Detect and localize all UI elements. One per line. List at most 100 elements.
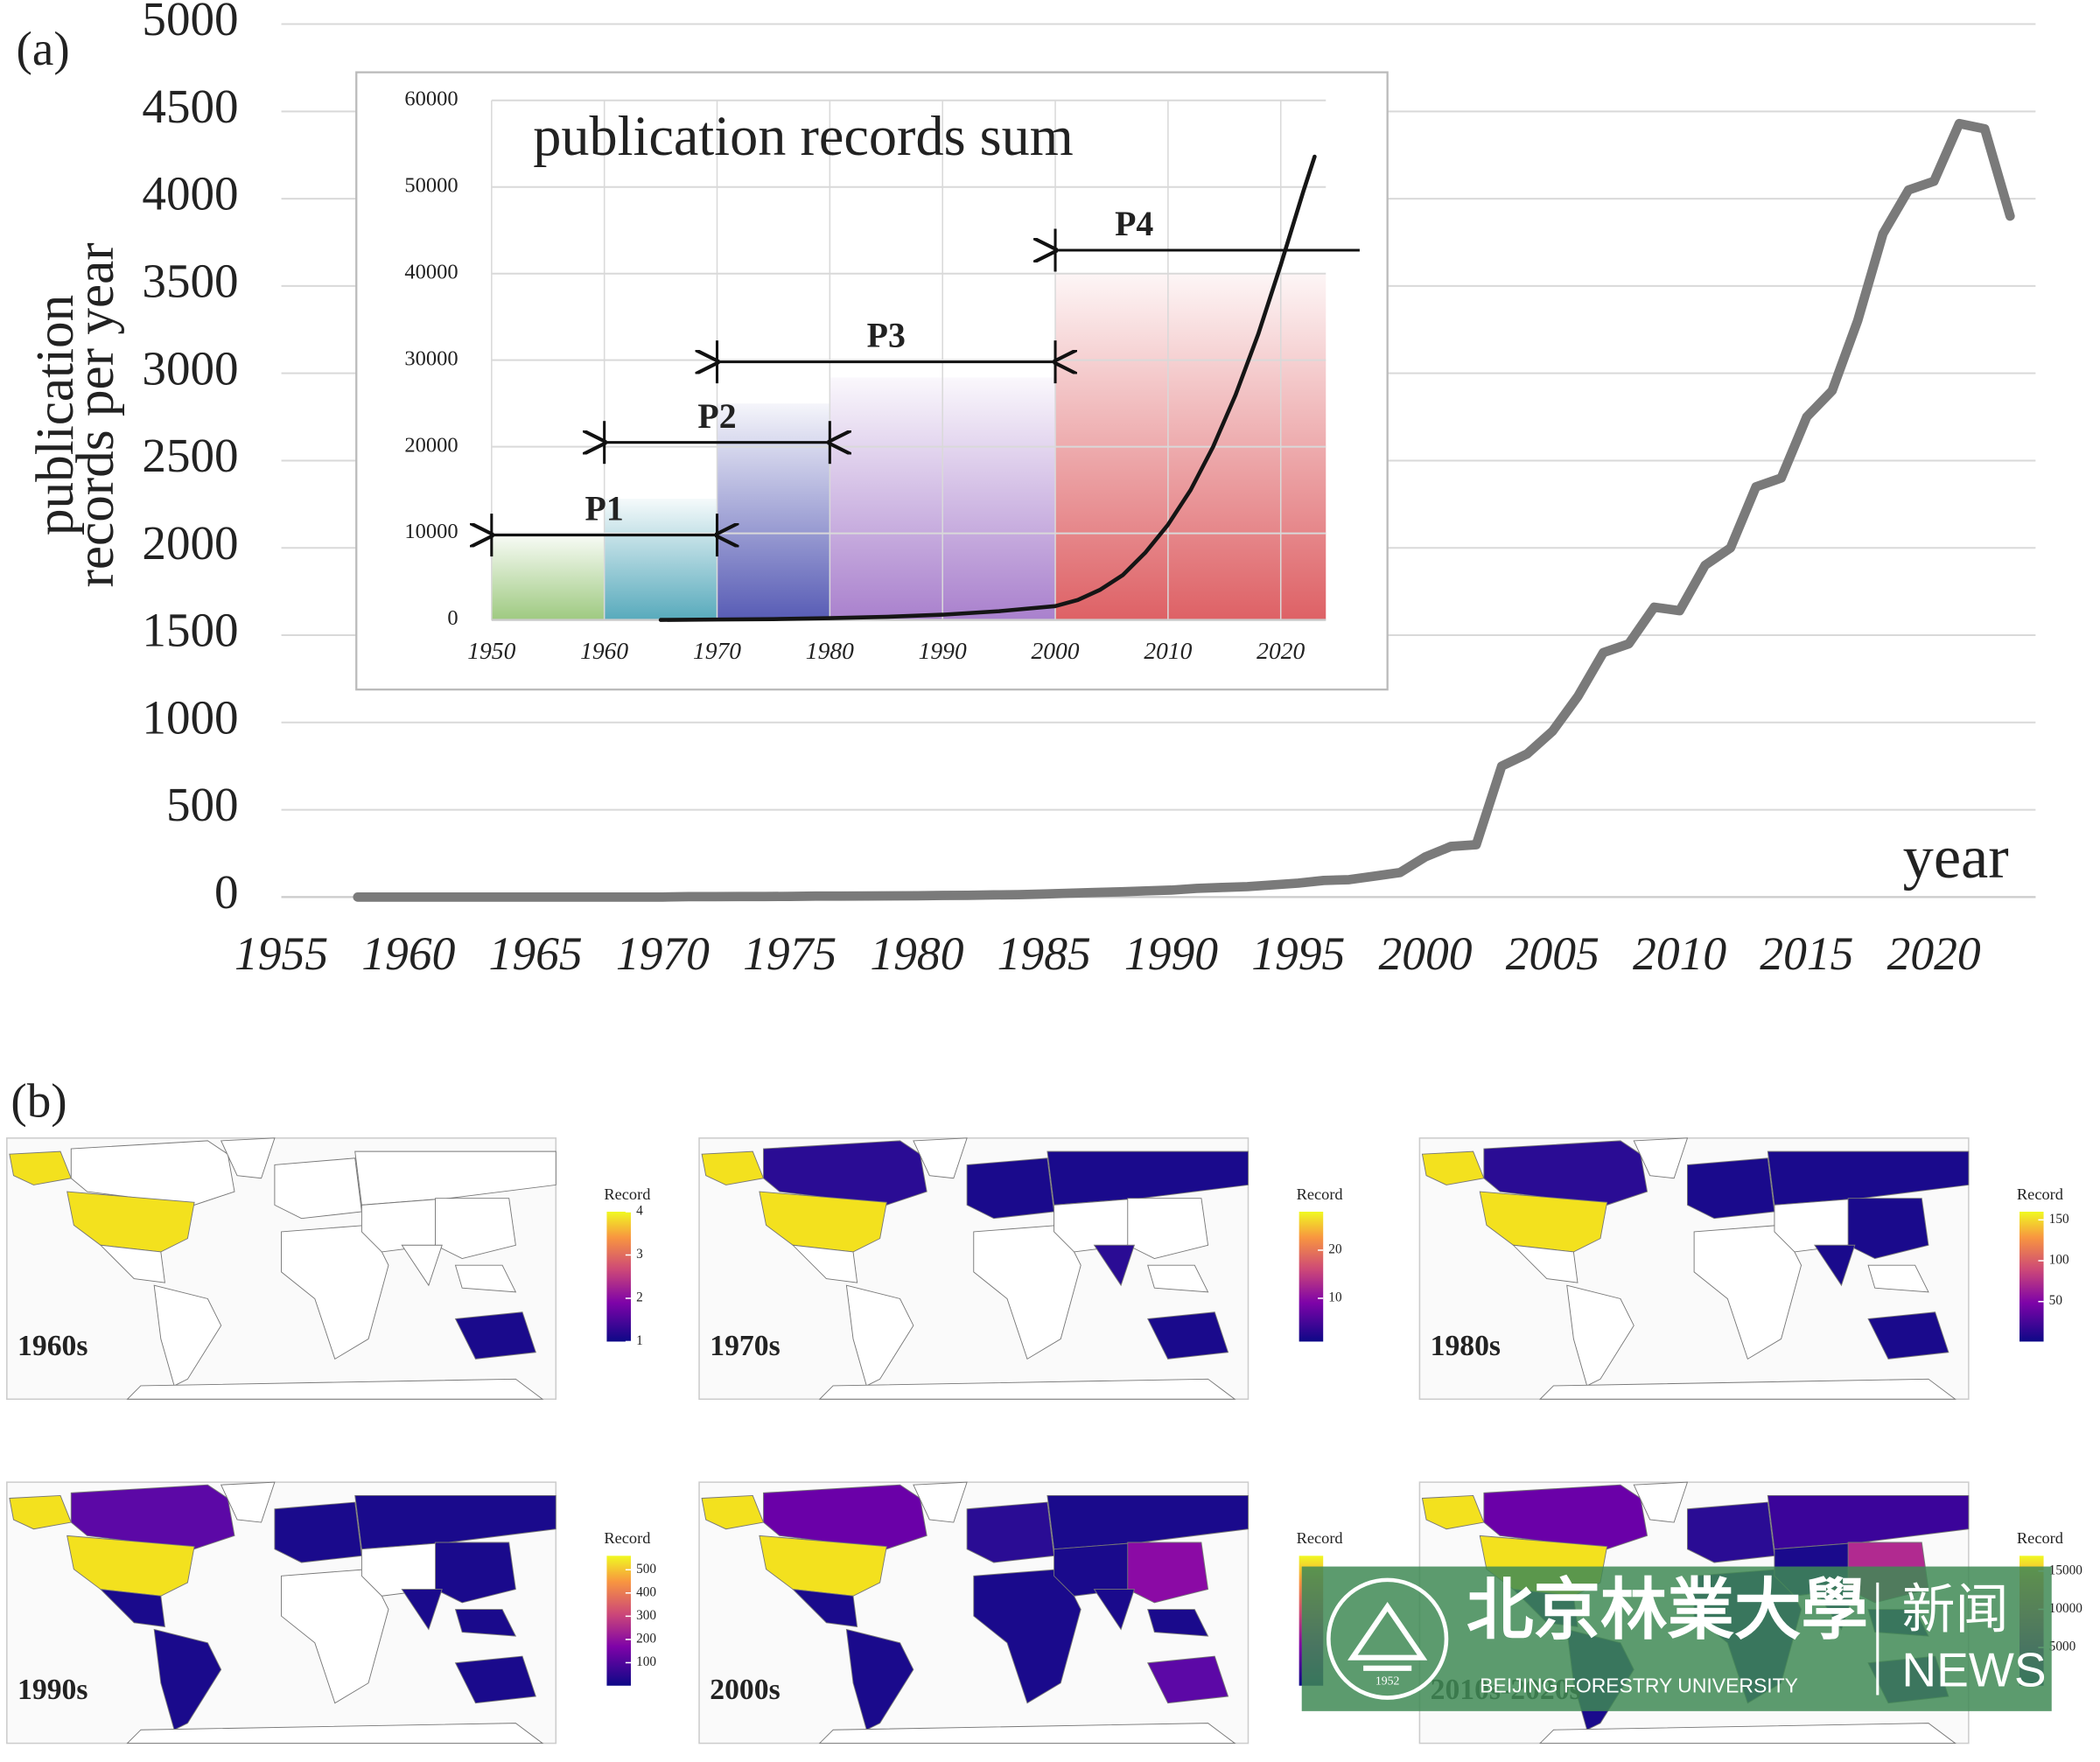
- x-tick-label: 1990: [1124, 927, 1218, 980]
- country-region: [845, 1284, 914, 1387]
- country-region: [1867, 1264, 1929, 1293]
- x-tick-label: 2015: [1760, 927, 1853, 980]
- y-tick-label: 3500: [142, 255, 238, 308]
- country-region: [1046, 1150, 1249, 1206]
- y-tick-label: 5000: [142, 0, 238, 45]
- logo-tree: [1348, 1602, 1428, 1671]
- x-tick-label: 1970: [693, 637, 741, 664]
- y-tick-label: 2500: [142, 429, 238, 482]
- map: 1960s: [6, 1137, 557, 1401]
- country-region: [126, 1723, 544, 1745]
- y-tick-label: 60000: [404, 87, 458, 110]
- inset-chart: 0 10000 20000 30000 40000 50000 60000 1950 1960 1…: [404, 87, 1360, 664]
- map-label: 1990s: [18, 1674, 88, 1706]
- country-region: [274, 1501, 362, 1563]
- country-region: [966, 1157, 1055, 1220]
- colorbar-label: 100: [636, 1654, 656, 1669]
- country-region: [401, 1589, 443, 1631]
- country-region: [126, 1378, 544, 1400]
- x-tick-label: 2000: [1032, 637, 1080, 664]
- map-label: 1980s: [1431, 1330, 1501, 1362]
- country-region: [1633, 1137, 1689, 1179]
- panel-label: (b): [10, 1074, 66, 1128]
- country-region: [1687, 1501, 1775, 1563]
- country-region: [153, 1284, 222, 1387]
- x-tick-label: 2000: [1378, 927, 1472, 980]
- colorbar-label: 3: [636, 1247, 643, 1262]
- country-region: [454, 1264, 517, 1293]
- country-region: [763, 1140, 928, 1206]
- country-region: [1767, 1150, 1970, 1206]
- country-region: [1147, 1609, 1209, 1637]
- country-region: [763, 1484, 928, 1550]
- y-tick-label: 1000: [142, 690, 238, 744]
- map: 1980s: [1418, 1137, 1970, 1401]
- watermark-news-en: NEWS: [1901, 1643, 2046, 1697]
- country-region: [1847, 1198, 1929, 1260]
- legend-title: Record: [2017, 1529, 2063, 1547]
- colorbar-label: 10: [1328, 1290, 1342, 1304]
- x-tick-label: 1980: [870, 927, 963, 980]
- x-tick-label: 2005: [1506, 927, 1600, 980]
- country-region: [1767, 1494, 1970, 1550]
- country-region: [701, 1150, 765, 1185]
- country-region: [845, 1628, 914, 1731]
- country-region: [1093, 1244, 1136, 1287]
- x-axis-label: year: [1903, 823, 2009, 891]
- colorbar-label: 300: [636, 1608, 656, 1623]
- band: [491, 533, 605, 620]
- y-tick-label: 500: [166, 778, 239, 831]
- country-region: [1566, 1284, 1634, 1387]
- x-tick-label: 1960: [361, 927, 455, 980]
- x-tick-label: 1950: [467, 637, 515, 664]
- logo-year: 1952: [1376, 1674, 1400, 1687]
- x-tick-label: 1995: [1251, 927, 1345, 980]
- country-region: [791, 1588, 858, 1627]
- country-region: [9, 1494, 72, 1530]
- country-region: [913, 1137, 968, 1179]
- period-label: P3: [867, 317, 906, 355]
- y-tick-label: 20000: [404, 433, 458, 457]
- country-region: [1127, 1542, 1209, 1604]
- colorbar-label: 100: [2049, 1253, 2069, 1268]
- y-tick-label: 10000: [404, 520, 458, 543]
- period-label: P4: [1115, 205, 1153, 243]
- colorbar-label: 50: [2049, 1293, 2063, 1308]
- y-tick-label: 0: [214, 865, 239, 919]
- x-tick-label: 1985: [998, 927, 1091, 980]
- y-tick-label: 4000: [142, 167, 238, 220]
- period-label: P1: [585, 490, 624, 528]
- colorbar: [2020, 1212, 2044, 1342]
- country-region: [454, 1609, 517, 1637]
- line: [658, 154, 1317, 622]
- y-tick-label: 50000: [404, 173, 458, 197]
- country-region: [1687, 1157, 1775, 1220]
- legend-title: Record: [1297, 1185, 1343, 1203]
- x-tick-label: 1975: [743, 927, 836, 980]
- colorbar: [606, 1556, 631, 1686]
- y-axis-label: publication: [25, 295, 85, 535]
- band: [604, 499, 718, 620]
- country-region: [1867, 1311, 1950, 1360]
- country-region: [435, 1198, 516, 1260]
- colorbar-label: 5000: [2049, 1640, 2076, 1654]
- map: 2000s: [698, 1481, 1250, 1745]
- country-region: [70, 1484, 235, 1550]
- country-region: [454, 1655, 536, 1704]
- watermark-name: 北京林業大學: [1466, 1573, 1868, 1647]
- country-region: [99, 1244, 165, 1283]
- country-region: [9, 1150, 72, 1185]
- country-region: [1093, 1589, 1136, 1631]
- x-tick-label: 1960: [580, 637, 628, 664]
- y-tick-label: 0: [447, 606, 458, 630]
- country-region: [1147, 1264, 1209, 1293]
- y-tick-label: 30000: [404, 346, 458, 370]
- country-region: [454, 1311, 536, 1360]
- x-tick-label: 1980: [806, 637, 854, 664]
- country-region: [966, 1501, 1055, 1563]
- country-region: [99, 1588, 165, 1627]
- colorbar-label: 1: [636, 1333, 643, 1348]
- watermark-news-cn: 新闻: [1901, 1579, 2008, 1641]
- band: [717, 403, 830, 620]
- country-region: [401, 1244, 443, 1287]
